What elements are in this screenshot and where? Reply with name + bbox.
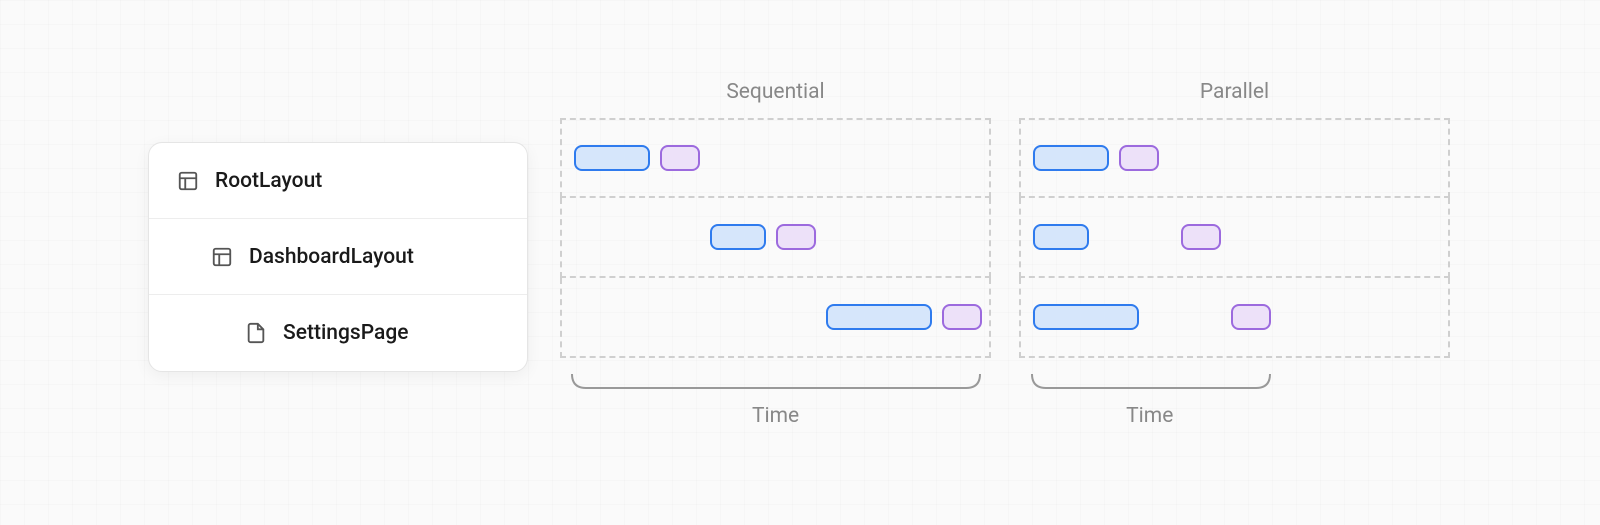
fetch-pill — [1033, 145, 1109, 171]
lane-row — [1019, 278, 1450, 358]
time-label: Time — [560, 404, 991, 428]
tree-row-label: SettingsPage — [283, 321, 408, 345]
lane-row — [560, 118, 991, 198]
tree-row-label: RootLayout — [215, 169, 322, 193]
column-heading: Parallel — [1019, 80, 1450, 104]
tree-row-root: RootLayout — [149, 143, 527, 219]
render-pill — [1231, 304, 1271, 330]
render-pill — [1119, 145, 1159, 171]
render-pill — [1181, 224, 1221, 250]
lane-row — [560, 278, 991, 358]
column-heading: Sequential — [560, 80, 991, 104]
lane-row — [1019, 118, 1450, 198]
render-pill — [660, 145, 700, 171]
fetch-pill — [1033, 304, 1139, 330]
time-bracket — [1020, 374, 1452, 394]
component-tree-panel: RootLayout DashboardLayout SettingsPage — [148, 142, 528, 372]
lane-row — [560, 198, 991, 278]
tree-row-dashboard: DashboardLayout — [149, 219, 527, 295]
file-icon — [245, 322, 267, 344]
timing-diagram: Sequential Parallel Time Time — [560, 80, 1450, 428]
fetch-pill — [710, 224, 766, 250]
fetch-pill — [1033, 224, 1089, 250]
render-pill — [942, 304, 982, 330]
layout-icon — [177, 170, 199, 192]
lane-column — [1019, 118, 1450, 358]
tree-row-settings: SettingsPage — [149, 295, 527, 371]
lane-row — [1019, 198, 1450, 278]
time-label: Time — [1019, 404, 1450, 428]
fetch-pill — [826, 304, 932, 330]
layout-icon — [211, 246, 233, 268]
render-pill — [776, 224, 816, 250]
time-bracket — [560, 374, 992, 394]
fetch-pill — [574, 145, 650, 171]
tree-row-label: DashboardLayout — [249, 245, 414, 269]
lane-column — [560, 118, 991, 358]
